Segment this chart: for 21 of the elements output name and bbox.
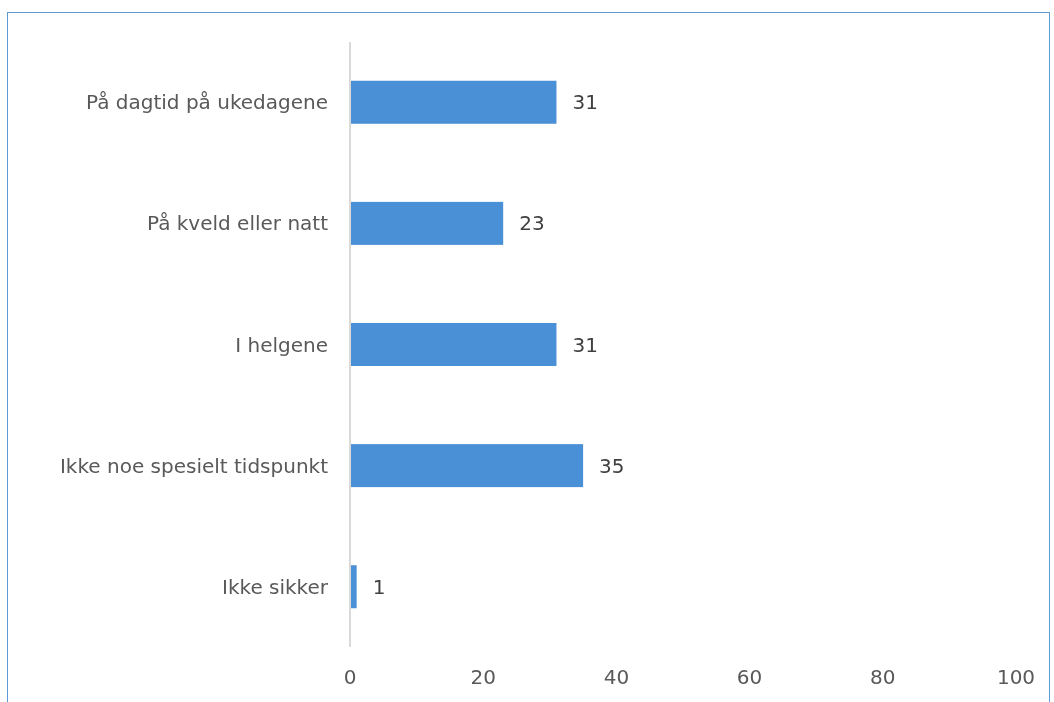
data-label: 1 <box>372 574 386 599</box>
x-tick-label: 20 <box>470 665 496 689</box>
y-tick-label: Ikke noe spesielt tidspunkt <box>59 453 329 478</box>
data-label: 31 <box>572 332 598 357</box>
x-tick-label: 80 <box>870 665 896 689</box>
x-tick-label: 60 <box>736 665 763 689</box>
x-tick-label: 0 <box>343 665 357 689</box>
x-tick-label: 100 <box>996 665 1036 689</box>
data-label: 23 <box>519 211 545 236</box>
data-label: 31 <box>572 90 598 115</box>
bar <box>350 80 557 124</box>
y-tick-label: I helgene <box>235 332 328 357</box>
data-label: 35 <box>599 453 625 478</box>
bar <box>350 323 557 366</box>
y-tick-label: På dagtid på ukedagene <box>86 90 328 115</box>
bar <box>350 201 504 245</box>
bar <box>350 444 584 488</box>
y-tick-label: På kveld eller natt <box>146 211 329 236</box>
bar <box>350 565 357 609</box>
x-tick-label: 40 <box>603 665 630 689</box>
y-tick-label: Ikke sikker <box>222 574 329 599</box>
